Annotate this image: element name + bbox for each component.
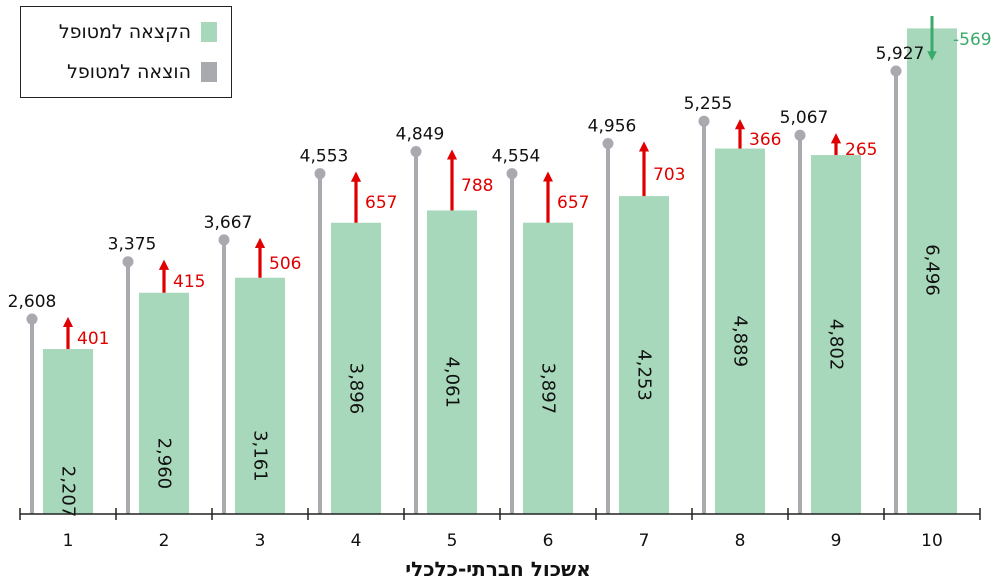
x-tick-label: 6 (543, 531, 554, 551)
bar-value-label: 4,802 (826, 319, 847, 371)
bar-value-label: 3,897 (538, 363, 559, 415)
difference-label: 401 (77, 329, 109, 349)
expenditure-dot (602, 138, 614, 150)
legend-item-allocation: הקצאה למטופל (59, 21, 217, 43)
expenditure-value-label: 4,849 (396, 125, 445, 145)
expenditure-dot (506, 168, 518, 180)
x-tick-label: 4 (351, 531, 362, 551)
difference-label: 788 (461, 176, 493, 196)
allocation-bar (715, 148, 765, 515)
legend-label-expenditure: הוצאה למטופל (67, 61, 191, 83)
allocation-bar (427, 210, 477, 514)
legend-swatch-allocation (201, 22, 217, 42)
bar-value-label: 3,161 (250, 430, 271, 482)
allocation-bar (907, 28, 957, 514)
expenditure-dot (890, 65, 902, 77)
x-axis-title: אשכול חברתי-כלכלי (405, 557, 591, 581)
allocation-bar (43, 349, 93, 514)
expenditure-value-label: 5,927 (876, 44, 925, 64)
difference-label: 366 (749, 130, 781, 150)
expenditure-value-label: 5,067 (780, 108, 829, 128)
expenditure-dot (26, 313, 38, 325)
x-tick-label: 7 (639, 531, 650, 551)
allocation-bar (619, 196, 669, 514)
bar-value-label: 6,496 (922, 244, 943, 296)
expenditure-dot (698, 115, 710, 127)
allocation-bar (139, 292, 189, 514)
expenditure-dot (794, 129, 806, 141)
expenditure-value-label: 5,255 (684, 94, 733, 114)
bar-value-label: 4,253 (634, 349, 655, 401)
expenditure-dot (122, 256, 134, 268)
legend: הקצאה למטופל הוצאה למטופל (20, 6, 232, 98)
x-tick-label: 10 (921, 531, 943, 551)
x-tick-label: 1 (63, 531, 74, 551)
expenditure-value-label: 4,956 (588, 117, 637, 137)
expenditure-value-label: 4,553 (300, 147, 349, 167)
expenditure-value-label: 3,667 (204, 213, 253, 233)
legend-swatch-expenditure (201, 62, 217, 82)
x-tick-label: 3 (255, 531, 266, 551)
expenditure-value-label: 4,554 (492, 147, 541, 167)
difference-label: 415 (173, 272, 205, 292)
bar-value-label: 4,061 (442, 356, 463, 408)
difference-label: -569 (953, 30, 992, 50)
x-tick-label: 5 (447, 531, 458, 551)
x-tick-label: 9 (831, 531, 842, 551)
expenditure-dot (218, 234, 230, 246)
bar-value-label: 2,207 (58, 466, 79, 518)
allocation-bar (235, 277, 285, 514)
legend-item-expenditure: הוצאה למטופל (67, 61, 217, 83)
expenditure-dot (410, 146, 422, 158)
difference-label: 703 (653, 165, 685, 185)
allocation-bar (811, 155, 861, 514)
difference-label: 506 (269, 254, 301, 274)
bar-value-label: 3,896 (346, 363, 367, 415)
legend-label-allocation: הקצאה למטופל (58, 21, 191, 43)
x-tick-label: 2 (159, 531, 170, 551)
expenditure-value-label: 3,375 (108, 235, 157, 255)
expenditure-value-label: 2,608 (8, 292, 57, 312)
expenditure-dot (314, 168, 326, 180)
difference-label: 657 (365, 193, 397, 213)
difference-label: 265 (845, 140, 877, 160)
x-tick-label: 8 (735, 531, 746, 551)
bar-value-label: 2,960 (154, 438, 175, 490)
allocation-bar (523, 222, 573, 514)
allocation-bar (331, 222, 381, 515)
difference-label: 657 (557, 193, 589, 213)
bar-value-label: 4,889 (730, 316, 751, 368)
